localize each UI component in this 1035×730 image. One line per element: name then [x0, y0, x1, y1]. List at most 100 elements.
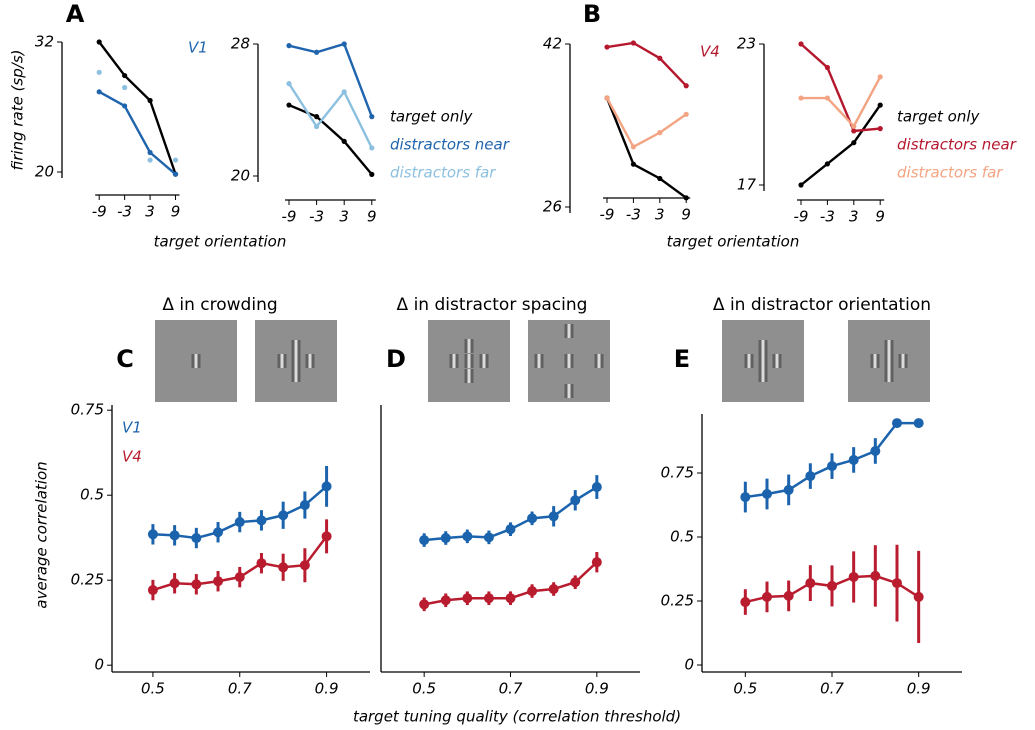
series-line [606, 41, 688, 87]
y-axis-label: firing rate (sp/s) [9, 50, 27, 171]
y-tick-label: 0.5 [670, 528, 694, 546]
data-point [630, 144, 637, 150]
gabor-stripe [467, 339, 471, 353]
gabor-stripe [482, 354, 486, 368]
data-point [191, 579, 202, 590]
gabor-stripe [567, 324, 571, 338]
gabor-stripe [747, 354, 751, 368]
data-point [827, 580, 837, 591]
data-point [483, 532, 494, 543]
data-point [321, 531, 332, 542]
data-point [740, 597, 751, 608]
gabor-stripe [876, 354, 880, 368]
data-point [851, 123, 857, 129]
data-point [172, 157, 179, 163]
data-point [604, 95, 610, 101]
stimulus-image [155, 320, 237, 402]
data-point [591, 557, 602, 568]
gabor-stripe [455, 354, 459, 368]
gabor-stripe [280, 354, 284, 368]
data-point [630, 40, 637, 46]
data-point [870, 570, 881, 581]
legend-label: V4 [122, 448, 142, 466]
panel-title: Δ in crowding [162, 295, 277, 315]
gabor-stripe [449, 354, 453, 368]
panel-title: Δ in distractor orientation [713, 295, 931, 315]
gabor-stripe [873, 354, 877, 368]
gabor-stripe [297, 340, 301, 354]
data-point [570, 577, 581, 588]
data-point [762, 591, 772, 602]
y-tick-label: 42 [543, 35, 562, 53]
data-point [341, 41, 347, 47]
y-tick-label: 20 [35, 163, 54, 181]
gabor-stripe [758, 340, 762, 354]
data-point [147, 157, 153, 163]
panel-title: Δ in distractor spacing [397, 295, 588, 315]
legend-label: V1 [122, 419, 142, 437]
data-point [314, 49, 320, 55]
series-line [98, 90, 177, 176]
y-tick-label: 17 [737, 176, 757, 194]
gabor-stripe [775, 354, 779, 368]
gabor-stripe [464, 354, 468, 368]
panel-letter: D [386, 345, 406, 373]
data-point [341, 89, 347, 95]
gabor-stripe [600, 354, 604, 368]
gabor-stripe [890, 340, 894, 354]
y-tick-label: 23 [737, 35, 756, 53]
data-point [762, 488, 772, 499]
data-point [286, 81, 292, 87]
panel-letter: A [66, 0, 85, 28]
gabor-stripe [764, 340, 768, 354]
data-point [848, 571, 859, 582]
data-point [824, 64, 831, 71]
annotation: V1 [188, 39, 208, 57]
gabor-stripe [567, 354, 571, 368]
data-point [892, 578, 902, 589]
data-point [234, 517, 245, 528]
data-point [96, 69, 102, 75]
x-tick-label: 0.9 [585, 680, 609, 698]
series-line [605, 97, 687, 199]
data-point [805, 578, 816, 589]
data-point [683, 111, 689, 117]
chart-panel: 20 28 -9 -3 3 9 target only distractors near dis… [231, 35, 510, 226]
gabor-stripe [294, 340, 298, 354]
data-point [96, 89, 102, 95]
legend-label: distractors far [897, 164, 1003, 182]
data-point [299, 500, 310, 511]
gabor-stripe [294, 354, 298, 368]
x-tick-label: 3 [339, 208, 349, 226]
gabor-stripe [890, 354, 894, 368]
x-tick-label: -9 [600, 206, 615, 224]
data-point [369, 145, 375, 151]
data-point [783, 484, 794, 495]
y-tick-label: 28 [231, 35, 250, 53]
data-point [169, 578, 180, 589]
gabor-stripe [297, 368, 301, 382]
data-point [147, 97, 153, 104]
data-point [147, 585, 158, 596]
gabor-stripe [887, 354, 891, 368]
data-point [657, 55, 663, 61]
x-tick-label: -3 [309, 208, 324, 226]
gabor-stripe [744, 354, 748, 368]
gabor-stripe [283, 354, 287, 368]
data-point [870, 445, 881, 456]
data-point [169, 530, 180, 541]
gabor-stripe [884, 340, 888, 354]
data-point [798, 41, 804, 47]
data-point [848, 454, 859, 465]
data-point [122, 84, 128, 91]
gabor-stripe [758, 354, 762, 368]
data-point [286, 102, 292, 108]
gabor-stripe [887, 340, 891, 354]
series-line [801, 76, 882, 129]
gabor-stripe [464, 339, 468, 353]
legend-label: distractors near [390, 136, 510, 154]
gabor-stripe [564, 384, 568, 398]
y-tick-label: 0 [94, 656, 104, 674]
x-axis-label: target tuning quality (correlation thres… [353, 708, 681, 726]
